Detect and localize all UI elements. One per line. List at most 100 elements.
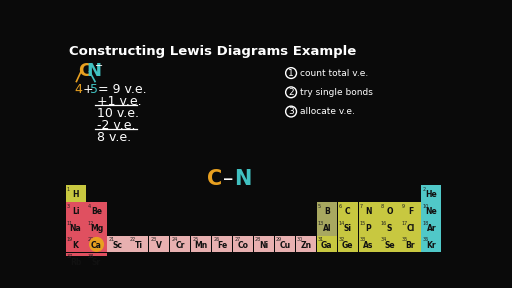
Text: 30: 30 xyxy=(297,237,303,242)
Text: 29: 29 xyxy=(276,237,282,242)
Text: Co: Co xyxy=(238,241,248,250)
Text: C: C xyxy=(207,169,223,189)
Text: 25: 25 xyxy=(193,237,199,242)
Text: 9: 9 xyxy=(401,204,404,209)
Bar xyxy=(400,202,420,219)
Text: N: N xyxy=(366,207,372,216)
Bar xyxy=(358,202,379,219)
Bar xyxy=(296,236,316,253)
Text: Be: Be xyxy=(91,207,102,216)
Text: Se: Se xyxy=(384,241,395,250)
Text: 3: 3 xyxy=(288,107,294,116)
Text: +: + xyxy=(82,83,93,96)
Text: 33: 33 xyxy=(359,237,366,242)
Text: Ne: Ne xyxy=(425,207,437,216)
Text: 13: 13 xyxy=(318,221,324,226)
Text: = 9 v.e.: = 9 v.e. xyxy=(98,83,147,96)
Text: Cl: Cl xyxy=(407,224,415,233)
Text: 18: 18 xyxy=(422,221,429,226)
Text: Ge: Ge xyxy=(342,241,353,250)
Text: B: B xyxy=(324,207,330,216)
Bar xyxy=(87,236,106,253)
Bar xyxy=(275,236,295,253)
Bar xyxy=(170,236,190,253)
Text: 34: 34 xyxy=(380,237,387,242)
Text: 6: 6 xyxy=(339,204,342,209)
Text: −: − xyxy=(95,61,103,71)
Bar xyxy=(150,236,169,253)
Text: 10: 10 xyxy=(422,204,429,209)
Text: 2: 2 xyxy=(288,88,294,97)
Bar xyxy=(316,236,337,253)
Bar xyxy=(129,236,148,253)
Text: Mg: Mg xyxy=(90,224,103,233)
Text: Constructing Lewis Diagrams Example: Constructing Lewis Diagrams Example xyxy=(69,45,356,58)
Circle shape xyxy=(90,238,103,251)
Bar xyxy=(421,236,441,253)
Text: Ca: Ca xyxy=(91,241,102,250)
Text: 36: 36 xyxy=(422,237,429,242)
Text: 19: 19 xyxy=(67,237,73,242)
Text: 11: 11 xyxy=(67,221,73,226)
Bar xyxy=(400,236,420,253)
Text: 5: 5 xyxy=(90,83,98,96)
Bar xyxy=(379,202,399,219)
Text: 37: 37 xyxy=(67,254,73,259)
Bar xyxy=(66,219,86,236)
Text: C: C xyxy=(345,207,350,216)
Text: 38: 38 xyxy=(88,254,94,259)
Text: count total v.e.: count total v.e. xyxy=(300,69,368,77)
Text: Ar: Ar xyxy=(426,224,436,233)
Text: 28: 28 xyxy=(255,237,261,242)
Text: 4: 4 xyxy=(75,83,83,96)
Text: Br: Br xyxy=(406,241,415,250)
Text: 27: 27 xyxy=(234,237,240,242)
Bar xyxy=(337,236,358,253)
Bar xyxy=(233,236,253,253)
Text: allocate v.e.: allocate v.e. xyxy=(300,107,354,116)
Bar xyxy=(87,202,106,219)
Text: Rb: Rb xyxy=(70,258,81,267)
Bar xyxy=(66,236,86,253)
Text: Ga: Ga xyxy=(321,241,332,250)
Text: 2: 2 xyxy=(422,187,425,192)
Text: Ti: Ti xyxy=(134,241,142,250)
Text: 22: 22 xyxy=(130,237,136,242)
Text: 10 v.e.: 10 v.e. xyxy=(97,107,139,120)
Text: Kr: Kr xyxy=(426,241,436,250)
Text: C: C xyxy=(78,62,91,79)
Text: N: N xyxy=(234,169,252,189)
Text: K: K xyxy=(73,241,78,250)
Text: Cu: Cu xyxy=(280,241,290,250)
Bar xyxy=(316,202,337,219)
Text: 26: 26 xyxy=(213,237,220,242)
Bar xyxy=(337,202,358,219)
Text: 1: 1 xyxy=(288,69,294,77)
Text: 32: 32 xyxy=(339,237,345,242)
Text: 3: 3 xyxy=(67,204,70,209)
Text: 4: 4 xyxy=(88,204,91,209)
Text: 1: 1 xyxy=(67,187,70,192)
Text: 5: 5 xyxy=(318,204,321,209)
Bar xyxy=(87,219,106,236)
Bar xyxy=(421,185,441,202)
Bar xyxy=(421,219,441,236)
Bar xyxy=(337,219,358,236)
Text: 24: 24 xyxy=(172,237,178,242)
Text: 35: 35 xyxy=(401,237,408,242)
Bar xyxy=(316,219,337,236)
Text: 31: 31 xyxy=(318,237,324,242)
Bar xyxy=(66,253,86,269)
Text: 12: 12 xyxy=(88,221,94,226)
Text: Sc: Sc xyxy=(113,241,122,250)
Text: P: P xyxy=(366,224,371,233)
Text: Ni: Ni xyxy=(260,241,268,250)
Bar xyxy=(108,236,127,253)
Text: V: V xyxy=(156,241,162,250)
Text: N: N xyxy=(87,62,101,79)
Text: Al: Al xyxy=(323,224,331,233)
Text: O: O xyxy=(386,207,393,216)
Text: Na: Na xyxy=(70,224,81,233)
Text: 14: 14 xyxy=(339,221,345,226)
Text: Sr: Sr xyxy=(92,258,101,267)
